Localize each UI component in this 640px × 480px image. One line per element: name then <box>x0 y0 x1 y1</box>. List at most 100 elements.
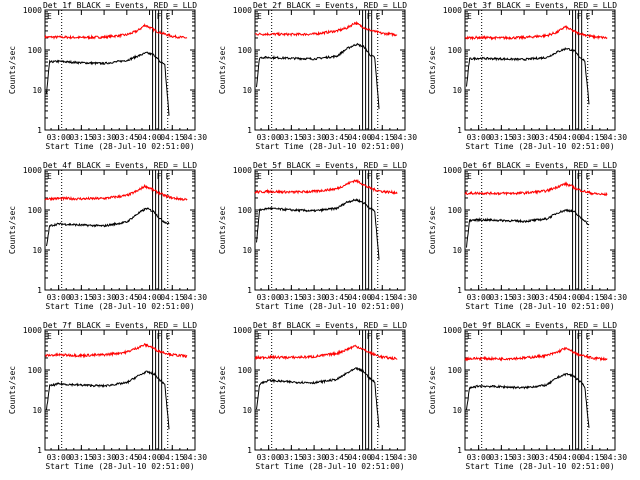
y-tick-label: 1 <box>37 126 42 135</box>
x-tick-label: 04:30 <box>393 133 417 142</box>
lld-series-line <box>464 25 608 41</box>
flag-letter: E <box>47 332 52 341</box>
y-tick-label: 100 <box>448 206 463 215</box>
x-tick-label: 03:45 <box>325 453 349 462</box>
x-tick-label: 04:15 <box>580 133 604 142</box>
x-tick-label: 04:15 <box>160 453 184 462</box>
x-axis-label: Start Time (28-Jul-10 02:51:00) <box>45 462 194 471</box>
x-tick-label: 03:45 <box>115 133 139 142</box>
x-tick-label: 04:00 <box>137 453 161 462</box>
y-axis-label: Counts/sec <box>218 366 227 414</box>
plot-frame <box>464 169 616 291</box>
y-tick-label: 1 <box>37 446 42 455</box>
x-tick-label: 03:30 <box>512 293 536 302</box>
x-tick-label: 03:00 <box>47 293 71 302</box>
detector-panel: Det 5f BLACK = Events, RED = LLD 1 10 100 10… <box>218 161 417 311</box>
x-axis-label: Start Time (28-Jul-10 02:51:00) <box>255 302 404 311</box>
y-tick-label: 10 <box>452 406 462 415</box>
flag-letter: F <box>157 172 162 181</box>
x-tick-label: 03:45 <box>325 293 349 302</box>
lld-series-line <box>44 183 188 202</box>
flag-letter: E <box>47 172 52 181</box>
x-tick-label: 04:00 <box>557 293 581 302</box>
flag-letter: E <box>467 332 472 341</box>
detector-panel: Det 6f BLACK = Events, RED = LLD 1 10 100 10… <box>428 161 627 311</box>
flag-letter: E <box>586 172 591 181</box>
x-tick-label: 03:30 <box>302 133 326 142</box>
lld-series-line <box>464 346 608 362</box>
detector-panel: Det 3f BLACK = Events, RED = LLD 1 10 100 10… <box>428 1 627 151</box>
x-tick-label: 04:30 <box>393 293 417 302</box>
y-tick-label: 1 <box>247 446 252 455</box>
y-axis-label: Counts/sec <box>8 206 17 254</box>
x-tick-label: 04:15 <box>370 133 394 142</box>
lld-series-line <box>45 342 188 359</box>
x-tick-label: 03:45 <box>115 293 139 302</box>
y-tick-label: 10 <box>242 246 252 255</box>
flag-letter: F <box>367 332 372 341</box>
flag-letter: E <box>467 172 472 181</box>
lld-series-line <box>44 23 188 41</box>
x-tick-label: 03:15 <box>489 133 513 142</box>
flag-letter: F <box>157 12 162 21</box>
flag-letter: E <box>376 332 381 341</box>
events-series-line <box>46 207 170 247</box>
x-tick-label: 04:00 <box>347 453 371 462</box>
y-tick-label: 100 <box>28 206 43 215</box>
x-tick-label: 04:15 <box>160 133 184 142</box>
flag-letter: F <box>577 12 582 21</box>
y-tick-label: 1 <box>247 286 252 295</box>
lld-series-line <box>464 181 608 197</box>
detector-panel: Det 8f BLACK = Events, RED = LLD 1 10 100 10… <box>218 321 417 471</box>
detector-panel: Det 4f BLACK = Events, RED = LLD 1 10 100 10… <box>8 161 207 311</box>
x-tick-label: 03:45 <box>535 453 559 462</box>
flag-letter: E <box>257 12 262 21</box>
x-tick-label: 03:00 <box>257 293 281 302</box>
panel-title: Det 4f BLACK = Events, RED = LLD <box>43 161 197 170</box>
x-axis-label: Start Time (28-Jul-10 02:51:00) <box>465 302 614 311</box>
y-tick-label: 1000 <box>443 6 462 15</box>
x-tick-label: 03:00 <box>257 133 281 142</box>
y-axis-label: Counts/sec <box>428 206 437 254</box>
flag-letter: E <box>586 12 591 21</box>
y-tick-label: 1000 <box>443 166 462 175</box>
y-tick-label: 1 <box>37 286 42 295</box>
events-series-line <box>256 366 380 428</box>
x-tick-label: 03:30 <box>92 453 116 462</box>
detector-panel: Det 2f BLACK = Events, RED = LLD 1 10 100 10… <box>218 1 417 151</box>
events-series-line <box>256 42 380 109</box>
x-tick-label: 03:15 <box>279 453 303 462</box>
x-axis-label: Start Time (28-Jul-10 02:51:00) <box>465 462 614 471</box>
y-tick-label: 100 <box>28 366 43 375</box>
panel-title: Det 7f BLACK = Events, RED = LLD <box>43 321 197 330</box>
x-tick-label: 03:15 <box>489 453 513 462</box>
x-tick-label: 03:30 <box>512 453 536 462</box>
lld-series-line <box>254 20 398 38</box>
panel-title: Det 2f BLACK = Events, RED = LLD <box>253 1 407 10</box>
flag-letter: E <box>467 12 472 21</box>
events-series-line <box>466 46 590 105</box>
y-axis-label: Counts/sec <box>218 206 227 254</box>
x-tick-label: 03:15 <box>69 133 93 142</box>
panel-title: Det 3f BLACK = Events, RED = LLD <box>463 1 617 10</box>
x-tick-label: 03:45 <box>325 133 349 142</box>
x-tick-label: 03:30 <box>92 133 116 142</box>
flag-letter: F <box>157 332 162 341</box>
x-tick-label: 04:30 <box>603 453 627 462</box>
panel-title: Det 6f BLACK = Events, RED = LLD <box>463 161 617 170</box>
x-tick-label: 03:00 <box>47 133 71 142</box>
x-axis-label: Start Time (28-Jul-10 02:51:00) <box>255 462 404 471</box>
x-tick-label: 04:15 <box>370 453 394 462</box>
x-tick-label: 04:30 <box>603 293 627 302</box>
flag-letter: F <box>367 172 372 181</box>
plot-frame <box>254 169 406 291</box>
y-axis-label: Counts/sec <box>428 366 437 414</box>
x-tick-label: 03:15 <box>279 293 303 302</box>
y-tick-label: 1 <box>457 126 462 135</box>
y-tick-label: 10 <box>242 86 252 95</box>
y-tick-label: 1 <box>457 446 462 455</box>
y-tick-label: 10 <box>32 406 42 415</box>
y-tick-label: 1000 <box>233 166 252 175</box>
detector-panel: Det 7f BLACK = Events, RED = LLD 1 10 100 10… <box>8 321 207 471</box>
